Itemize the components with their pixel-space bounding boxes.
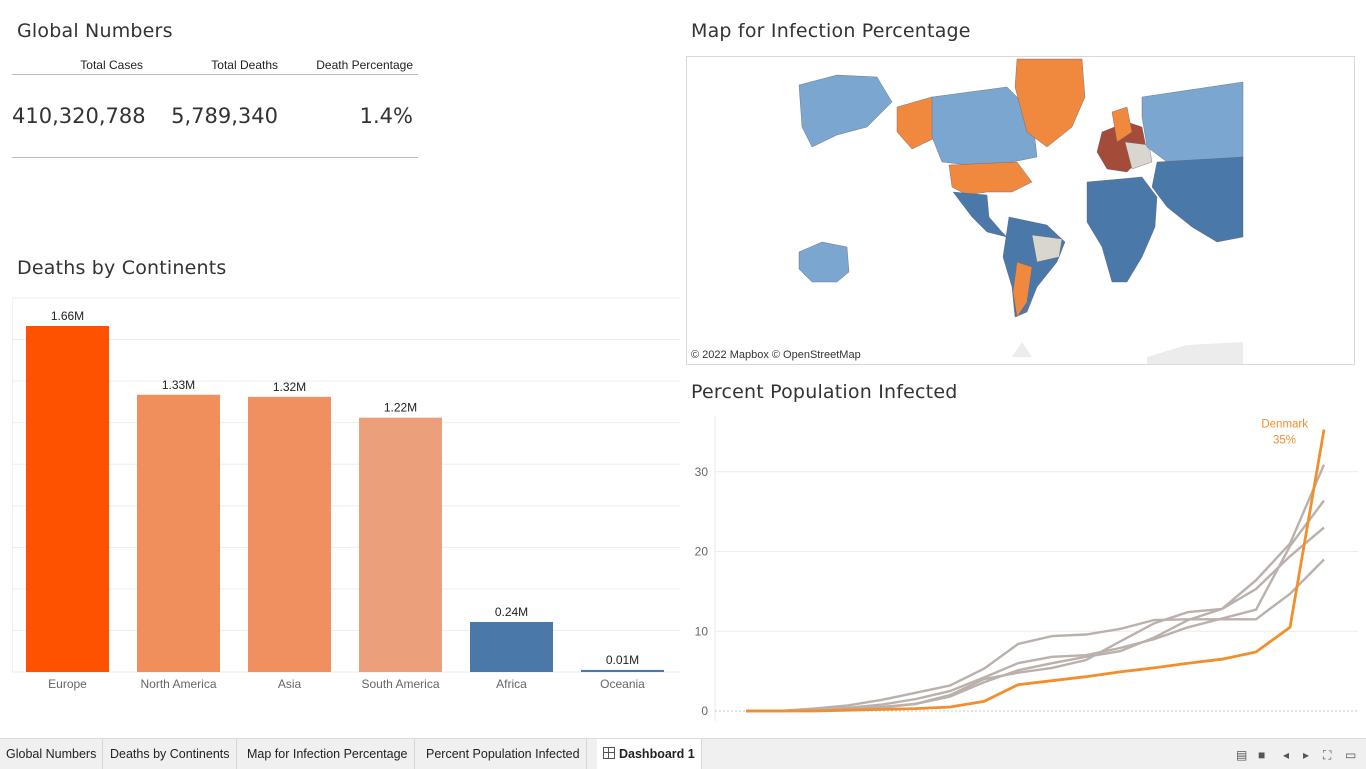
data-label: 1.66M bbox=[51, 309, 84, 323]
map-credit: © 2022 Mapbox © OpenStreetMap bbox=[691, 349, 861, 361]
global-numbers-title: Global Numbers bbox=[17, 20, 173, 42]
bar-asia bbox=[248, 396, 331, 672]
world-map bbox=[797, 57, 1244, 364]
data-label: 1.22M bbox=[384, 401, 417, 415]
global-numbers-table: Total Cases Total Deaths Death Percentag… bbox=[12, 56, 418, 159]
scandinavia-region bbox=[1111, 106, 1133, 143]
percent-infected-title: Percent Population Infected bbox=[691, 381, 958, 403]
mexico-region bbox=[952, 191, 1008, 238]
category-label: Oceania bbox=[600, 677, 645, 691]
y-tick-label: 30 bbox=[695, 465, 709, 479]
category-label: Asia bbox=[278, 677, 302, 691]
series-line-2 bbox=[746, 499, 1325, 713]
tab-dashboard-1[interactable]: Dashboard 1 bbox=[597, 739, 702, 769]
series-line-1 bbox=[746, 464, 1326, 713]
data-label: 1.32M bbox=[273, 380, 306, 394]
value-death-percentage: 1.4% bbox=[359, 104, 413, 128]
usa-region bbox=[948, 161, 1033, 196]
percent-infected-line-chart[interactable]: 0 10 20 30 Denmark 35% bbox=[686, 410, 1358, 728]
tab-deaths-by-continents[interactable]: Deaths by Continents bbox=[104, 739, 237, 769]
argentina-region bbox=[1012, 261, 1033, 318]
central-europe-region bbox=[1124, 141, 1153, 170]
map-title: Map for Infection Percentage bbox=[691, 20, 971, 42]
next-sheet-icon[interactable]: ▸ bbox=[1303, 748, 1310, 762]
filmstrip-view-icon[interactable]: ■ bbox=[1258, 748, 1266, 762]
sheet-tab-bar: Global Numbers Deaths by Continents Map … bbox=[0, 738, 1366, 769]
bar-south-america bbox=[359, 417, 442, 672]
previous-sheet-icon[interactable]: ◂ bbox=[1283, 748, 1290, 762]
deaths-by-continents-title: Deaths by Continents bbox=[17, 257, 227, 279]
presentation-mode-icon[interactable]: ▭ bbox=[1345, 748, 1357, 762]
bar-europe bbox=[26, 326, 109, 672]
tab-global-numbers[interactable]: Global Numbers bbox=[0, 739, 104, 769]
alaska-region bbox=[798, 74, 893, 148]
grid-view-icon[interactable]: ▤ bbox=[1236, 748, 1248, 762]
tab-dashboard-label: Dashboard 1 bbox=[619, 747, 695, 761]
dashboard-icon bbox=[603, 747, 615, 759]
y-tick-label: 10 bbox=[695, 624, 709, 638]
greenland-region bbox=[1014, 58, 1086, 148]
bar-north-america bbox=[137, 394, 220, 672]
asia-region bbox=[1151, 156, 1244, 243]
tab-map-infection-percentage[interactable]: Map for Infection Percentage bbox=[241, 739, 415, 769]
y-tick-label: 0 bbox=[701, 704, 708, 718]
value-total-deaths: 5,789,340 bbox=[171, 104, 278, 128]
australia-region bbox=[798, 241, 850, 283]
data-label: 1.33M bbox=[162, 378, 195, 392]
fit-view-icon[interactable]: ⛶ bbox=[1323, 748, 1332, 762]
header-divider bbox=[12, 74, 418, 75]
category-label: North America bbox=[140, 677, 216, 691]
category-label: South America bbox=[361, 677, 439, 691]
value-total-cases: 410,320,788 bbox=[12, 104, 146, 128]
canada-region bbox=[931, 86, 1038, 168]
header-total-deaths: Total Deaths bbox=[211, 58, 278, 72]
series-value-denmark: 35% bbox=[1273, 435, 1296, 447]
data-label: 0.24M bbox=[495, 605, 528, 619]
infection-map[interactable] bbox=[686, 56, 1355, 365]
category-label: Europe bbox=[48, 677, 87, 691]
yukon-region bbox=[896, 96, 938, 150]
header-total-cases: Total Cases bbox=[80, 58, 143, 72]
tab-percent-population-infected[interactable]: Percent Population Infected bbox=[420, 739, 587, 769]
table-divider bbox=[12, 157, 418, 158]
series-label-denmark: Denmark bbox=[1261, 419, 1308, 431]
bar-oceania bbox=[581, 669, 664, 672]
antarctica-region bbox=[1012, 342, 1243, 364]
header-death-percentage: Death Percentage bbox=[316, 58, 413, 72]
category-label: Africa bbox=[496, 677, 527, 691]
series-line-4 bbox=[746, 558, 1325, 713]
deaths-bar-chart[interactable]: 1.66M Europe 1.33M North America 1.32M Asia 1.… bbox=[12, 292, 680, 698]
bar-africa bbox=[470, 621, 553, 672]
data-label: 0.01M bbox=[606, 653, 639, 667]
africa-region bbox=[1086, 176, 1158, 283]
y-tick-label: 20 bbox=[695, 545, 709, 559]
series-line-denmark bbox=[746, 429, 1326, 713]
brazil-region bbox=[1031, 234, 1063, 263]
